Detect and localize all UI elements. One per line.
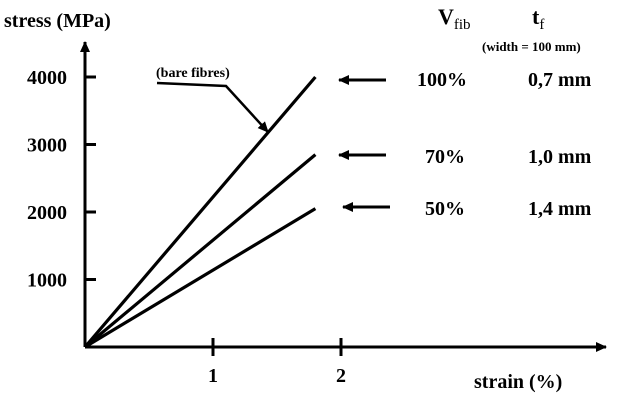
x-tick-label: 1 bbox=[208, 365, 218, 387]
x-axis-title: strain (%) bbox=[474, 371, 562, 393]
row-100-vfib: 100% bbox=[417, 69, 467, 91]
x-tick-label: 2 bbox=[336, 365, 346, 387]
series-lines bbox=[85, 77, 315, 347]
row-70-tf: 1,0 mm bbox=[528, 146, 592, 168]
y-tick-label: 3000 bbox=[27, 135, 67, 157]
tf-header-sub: f bbox=[539, 17, 544, 33]
width-note: (width = 100 mm) bbox=[482, 39, 581, 54]
vfib-header-sub: fib bbox=[454, 17, 471, 33]
bare-fibres-leader bbox=[157, 83, 268, 132]
y-axis-title: stress (MPa) bbox=[4, 10, 111, 32]
y-tick-label: 4000 bbox=[27, 67, 67, 89]
series-line-70pct bbox=[85, 155, 315, 347]
tf-header: tf bbox=[532, 4, 544, 33]
series-line-50pct bbox=[85, 209, 315, 347]
vfib-header-base: V bbox=[438, 4, 454, 29]
row-50-vfib: 50% bbox=[425, 198, 465, 220]
row-100-tf: 0,7 mm bbox=[528, 69, 592, 91]
row-70-vfib: 70% bbox=[425, 146, 465, 168]
y-tick-label: 1000 bbox=[27, 270, 67, 292]
y-tick-label: 2000 bbox=[27, 202, 67, 224]
bare-fibres-label: (bare fibres) bbox=[156, 66, 230, 81]
row-50-tf: 1,4 mm bbox=[528, 198, 592, 220]
vfib-header: Vfib bbox=[438, 4, 471, 33]
series-line-100pct bbox=[85, 77, 315, 347]
